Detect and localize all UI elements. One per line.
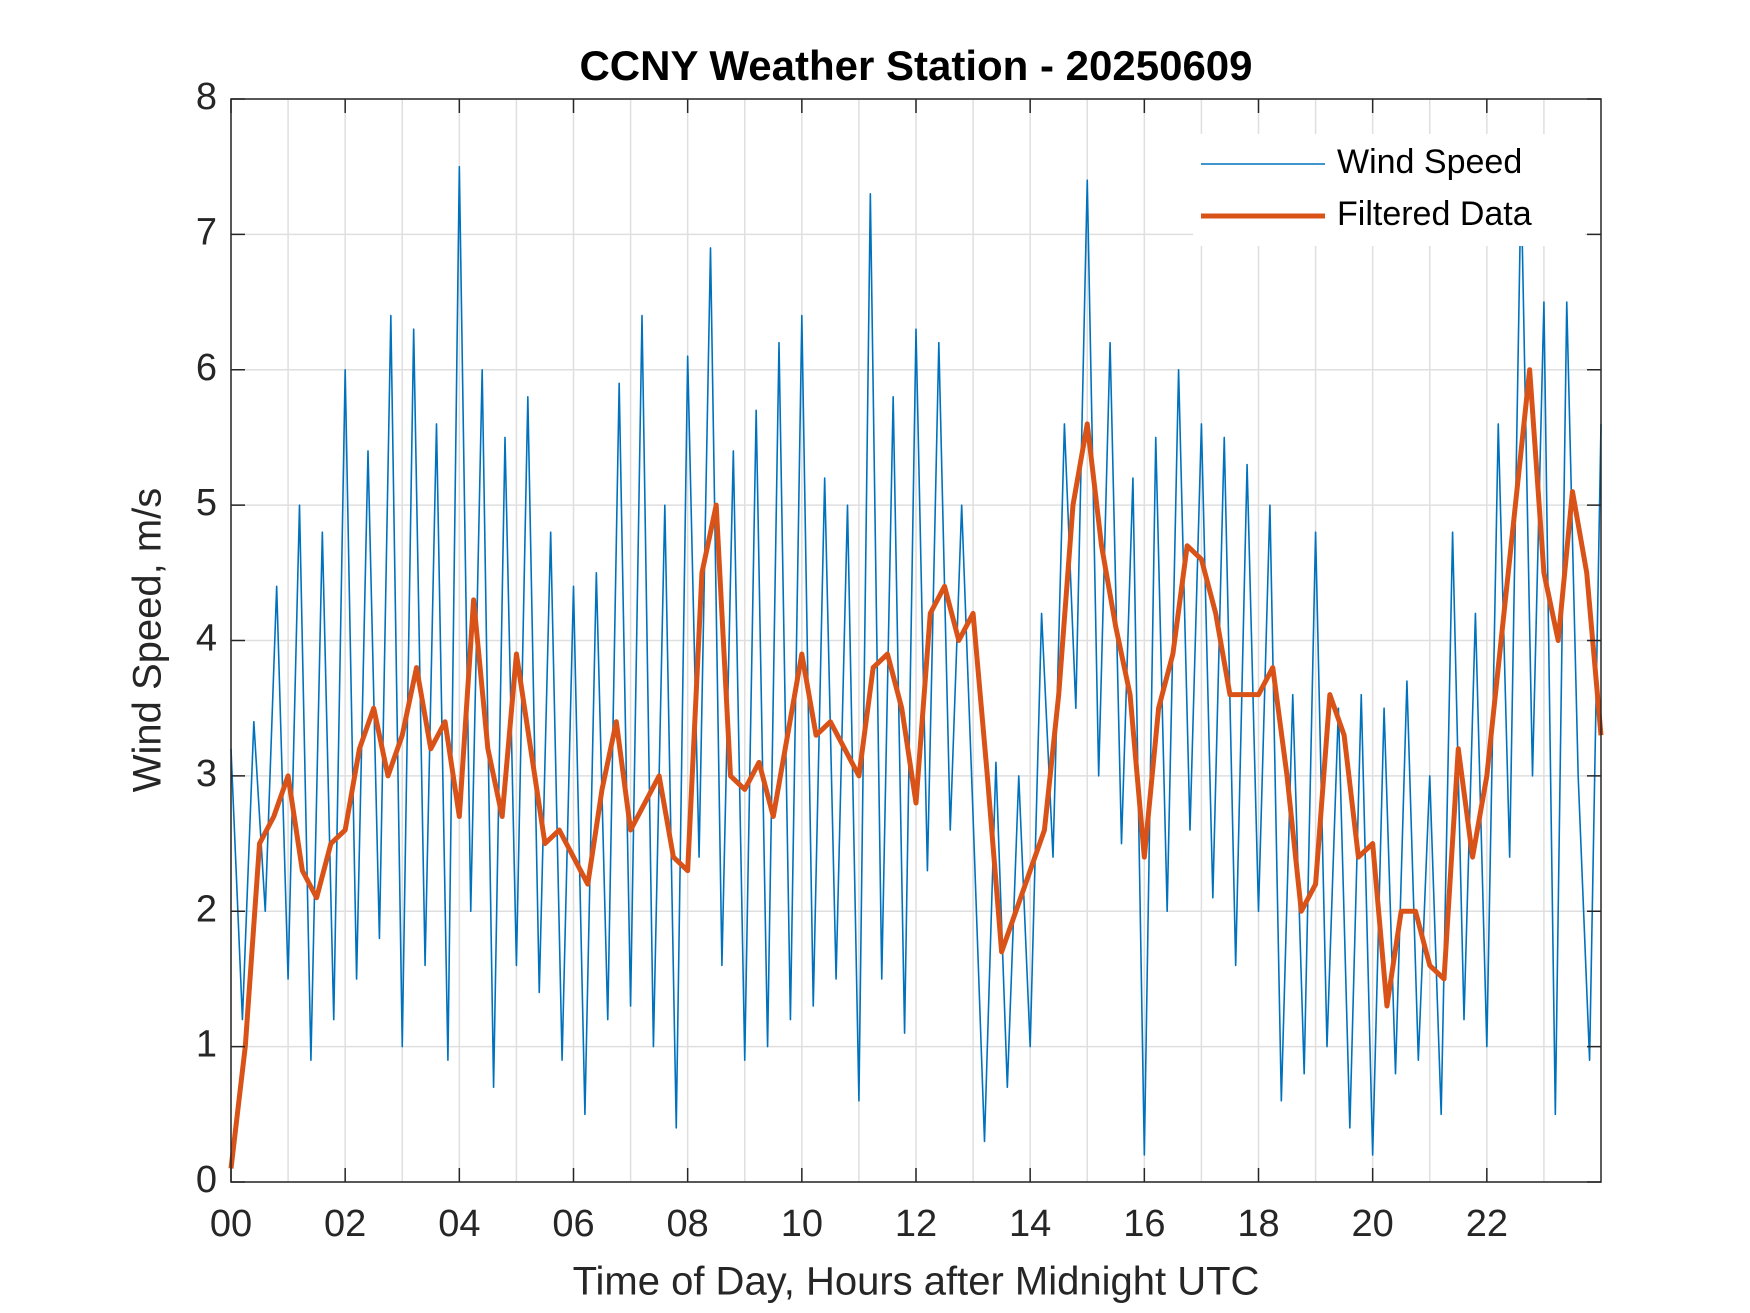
legend-label: Filtered Data: [1337, 195, 1532, 233]
x-tick-label: 14: [1009, 1203, 1051, 1245]
x-tick-label: 12: [895, 1203, 937, 1245]
x-tick-label: 16: [1123, 1203, 1165, 1245]
lines: [228, 165, 1604, 1169]
legend: Wind Speed Filtered Data: [1193, 134, 1585, 246]
y-axis-label: Wind Speed, m/s: [126, 488, 170, 793]
y-tick-label: 5: [196, 482, 217, 524]
x-tick-label: 02: [324, 1203, 366, 1245]
chart-title: CCNY Weather Station - 20250609: [579, 42, 1252, 89]
x-tick-label: 20: [1352, 1203, 1394, 1245]
series-line: [228, 367, 1604, 1169]
y-tick-label: 2: [196, 888, 217, 930]
x-tick-label: 18: [1237, 1203, 1279, 1245]
y-tick-label: 7: [196, 211, 217, 253]
x-tick-label: 22: [1466, 1203, 1508, 1245]
legend-label: Wind Speed: [1337, 143, 1522, 181]
x-tick-label: 10: [781, 1203, 823, 1245]
y-tick-label: 1: [196, 1024, 217, 1066]
x-tick-label: 06: [552, 1203, 594, 1245]
y-tick-label: 8: [196, 76, 217, 118]
x-tick-label: 00: [210, 1203, 252, 1245]
y-tick-label: 0: [196, 1159, 217, 1201]
x-tick-label: 04: [438, 1203, 480, 1245]
legend-box: [1193, 134, 1585, 246]
y-tick-label: 4: [196, 618, 217, 660]
y-tick-label: 3: [196, 753, 217, 795]
series-line: [230, 165, 1602, 1156]
y-tick-label: 6: [196, 347, 217, 389]
x-tick-label: 08: [667, 1203, 709, 1245]
x-axis-label: Time of Day, Hours after Midnight UTC: [573, 1260, 1260, 1304]
